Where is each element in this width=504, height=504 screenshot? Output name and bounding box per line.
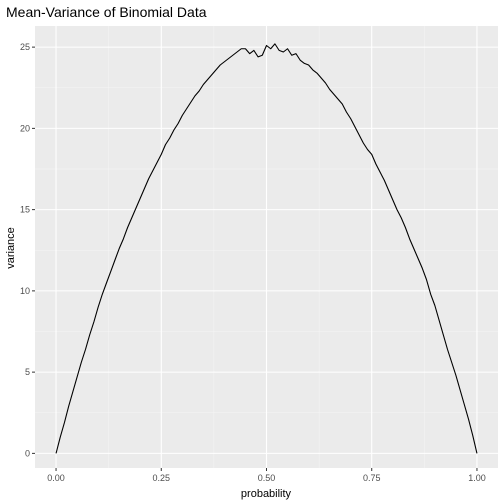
chart-title: Mean-Variance of Binomial Data [6, 4, 207, 20]
x-tick-label: 0.50 [258, 473, 276, 483]
y-tick-label: 0 [25, 448, 30, 458]
series-line [55, 43, 478, 454]
x-tick-label: 0.25 [153, 473, 171, 483]
x-tick-label: 0.00 [47, 473, 65, 483]
y-tick-label: 25 [20, 42, 30, 52]
x-axis-title: probability [241, 488, 292, 500]
y-tick-label: 15 [20, 205, 30, 215]
y-axis-title: variance [5, 227, 17, 269]
x-tick-label: 1.00 [468, 473, 486, 483]
series-layer [55, 43, 478, 454]
y-tick-label: 10 [20, 286, 30, 296]
x-tick-label: 0.75 [363, 473, 381, 483]
y-axis: 0 5 10 15 20 25 [20, 42, 35, 458]
grid-major [35, 26, 498, 468]
y-tick-label: 5 [25, 367, 30, 377]
y-tick-label: 20 [20, 123, 30, 133]
x-axis: 0.00 0.25 0.50 0.75 1.00 [47, 468, 486, 483]
